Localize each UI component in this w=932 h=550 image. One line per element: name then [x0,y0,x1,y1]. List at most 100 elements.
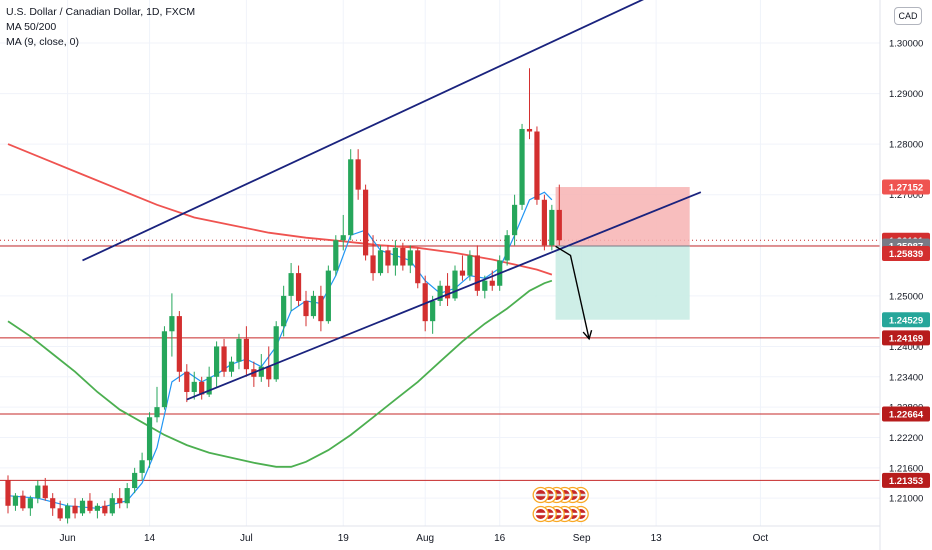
time-axis[interactable] [0,526,880,550]
candle[interactable] [310,290,317,319]
candle[interactable] [109,493,115,516]
price-label-level[interactable]: 1.22664 [882,406,930,422]
candle[interactable] [400,242,406,271]
time-tick-label: 19 [338,533,350,544]
candle[interactable] [325,265,331,324]
candle-body [79,500,86,514]
candle[interactable] [512,194,518,246]
candle[interactable] [549,204,555,251]
candle[interactable] [355,149,361,200]
price-label-target[interactable]: 1.24529 [882,312,930,328]
candle[interactable] [459,255,466,281]
candle[interactable] [415,247,421,289]
candle[interactable] [27,495,33,516]
candle[interactable] [467,250,473,281]
take-profit-zone[interactable] [555,245,690,320]
candle[interactable] [363,184,369,261]
candle[interactable] [444,273,451,306]
channel-upper-line[interactable] [82,0,664,262]
candle[interactable] [430,295,436,334]
candle[interactable] [124,483,130,509]
candle[interactable] [146,412,153,468]
indicator-ma-50-200[interactable]: MA 50/200 [6,21,57,33]
candle[interactable] [504,230,510,266]
candle[interactable] [407,245,413,274]
us-event-icon[interactable] [532,486,549,504]
channel-lower-line[interactable] [186,191,702,401]
candle[interactable] [556,184,562,246]
candle-body [400,247,406,266]
candle[interactable] [139,452,145,481]
symbol-title[interactable]: U.S. Dollar / Canadian Dollar, 1D, FXCM [6,6,196,18]
candle[interactable] [474,245,480,296]
candle[interactable] [94,503,100,519]
candle[interactable] [519,123,525,210]
candle[interactable] [303,290,309,327]
candle[interactable] [176,311,182,382]
candle[interactable] [526,68,533,140]
candle[interactable] [534,126,540,205]
candle[interactable] [169,293,175,357]
candle[interactable] [132,467,138,494]
candle[interactable] [191,371,197,400]
ma-9-line[interactable] [7,191,553,509]
candle[interactable] [318,285,324,332]
candle[interactable] [12,493,19,511]
price-label-level[interactable]: 1.21353 [882,472,930,488]
candle[interactable] [392,240,398,276]
candle[interactable] [385,245,391,274]
candle[interactable] [251,361,257,387]
candle[interactable] [370,235,376,281]
stop-loss-zone[interactable] [555,187,690,246]
candle[interactable] [184,364,190,403]
candle[interactable] [35,480,41,504]
candle[interactable] [42,477,48,501]
candle[interactable] [214,341,220,387]
candle[interactable] [489,270,495,291]
candle[interactable] [206,366,212,398]
candle[interactable] [288,263,294,312]
candle[interactable] [5,475,11,514]
candle[interactable] [281,285,287,337]
candle-body [27,498,33,509]
candle[interactable] [340,214,346,251]
ma-50-line[interactable] [7,279,553,468]
candle[interactable] [117,488,123,509]
price-label-ma[interactable]: 1.25839 [882,245,930,261]
ca-event-icon[interactable] [532,505,549,523]
candle[interactable] [57,500,63,521]
candle[interactable] [221,338,227,377]
candle[interactable] [273,321,279,382]
candle[interactable] [72,498,78,519]
candle[interactable] [161,326,168,410]
candle[interactable] [228,356,235,377]
candle[interactable] [50,493,56,516]
candle[interactable] [102,500,108,516]
candle[interactable] [20,490,26,511]
candle[interactable] [236,333,242,370]
price-label-level[interactable]: 1.24169 [882,330,930,346]
candle[interactable] [333,235,339,276]
candle[interactable] [154,386,160,423]
candle[interactable] [65,503,71,524]
candle-body [236,338,242,362]
candle[interactable] [377,245,384,276]
projection-arrow[interactable] [555,245,590,340]
candle[interactable] [348,149,354,241]
candle[interactable] [243,326,249,377]
candle[interactable] [258,354,264,382]
candle[interactable] [452,265,458,301]
price-axis[interactable] [880,0,932,550]
currency-button[interactable]: CAD [894,7,922,25]
indicator-ma-9[interactable]: MA (9, close, 0) [6,36,79,48]
candle[interactable] [437,280,443,306]
candle-body [266,366,272,380]
price-label-stop[interactable]: 1.27152 [882,179,930,195]
candle[interactable] [541,194,547,251]
candle[interactable] [199,376,205,400]
candle[interactable] [87,493,93,514]
candle[interactable] [79,498,86,516]
candle[interactable] [295,265,302,306]
